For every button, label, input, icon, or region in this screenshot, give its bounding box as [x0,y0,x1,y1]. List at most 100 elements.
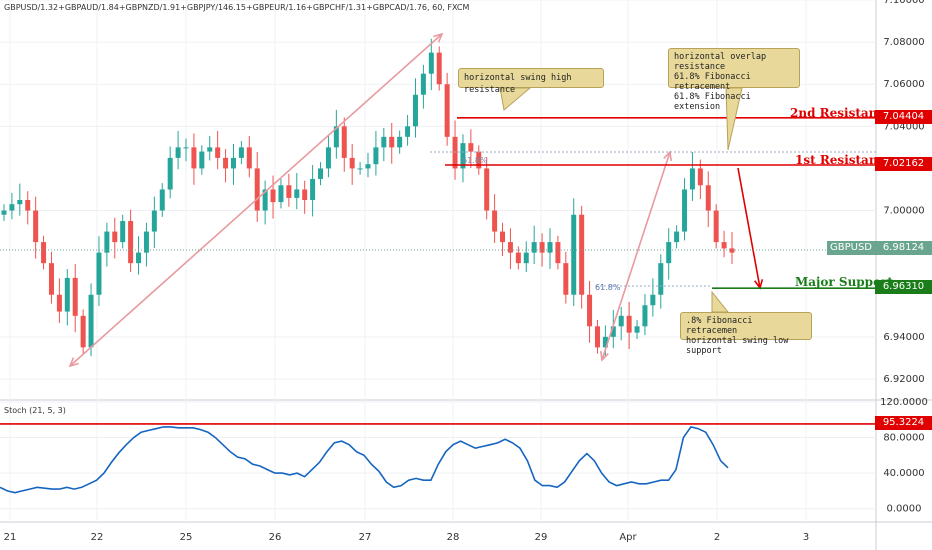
arrow-impulse-head [68,357,79,368]
candle-body [349,157,355,169]
candle-body [64,277,70,312]
candle-body [531,242,537,253]
x-tick-label: 29 [535,532,548,543]
candle-body [547,242,553,253]
candle-body [412,94,418,127]
candle-body [444,84,450,137]
candle-body [587,294,593,327]
annotation-overlap-resistance: horizontal overlap resistance 61.8% Fibo… [668,48,800,112]
level-label-major-support: Major Support [795,275,893,289]
y-tick-label: 6.94000 [883,332,924,343]
candle-body [104,231,110,253]
y-tick-label: 7.08000 [883,37,924,48]
candle-body [254,168,260,211]
candle-body [405,126,411,137]
candle-body [428,52,434,74]
candle-body [294,189,300,198]
arrow-impulse-head [433,32,444,43]
candle-body [167,157,173,190]
y-tick-label: 7.04000 [883,121,924,132]
arrow-retrace-head [600,350,609,362]
candle-body [420,73,426,95]
candle-body [381,136,387,148]
candle-body [207,147,213,152]
y-tick-label: 7.10000 [883,0,924,6]
candle-body [507,242,513,253]
x-tick-label: 3 [803,532,809,543]
arrow-impulse [69,33,443,367]
annotation-swing-high: horizontal swing high resistance [458,68,604,95]
callout-pointer-swing-low [711,290,730,313]
candle-body [128,221,134,264]
x-tick-label: 25 [180,532,193,543]
candle-body [555,242,561,264]
stoch-tick-label: 0.0000 [887,504,922,515]
candle-body [357,168,363,170]
candle-body [41,242,47,264]
candle-body [175,147,181,158]
candle-body [666,242,672,264]
candle-body [397,136,403,148]
candle-body [626,315,632,333]
level-label-2nd-resistance: 2nd Resistance [790,106,893,120]
candle-body [143,231,149,253]
candle-body [302,189,308,200]
candle-body [278,185,284,203]
candle-body [436,52,442,85]
x-tick-label: 21 [4,532,17,543]
candle-body [223,157,229,169]
candle-body [96,252,102,295]
fib-label-upper: 61.8% [462,156,488,165]
candle-body [310,178,316,200]
badge-1st-resistance: 7.02162 [875,157,932,171]
stoch-tick-label: 120.0000 [880,397,928,408]
candle-body [500,231,506,243]
candle-body [563,263,569,295]
candle-body [80,315,86,348]
candle-body [333,126,339,148]
x-tick-label: 22 [91,532,104,543]
callout-pointer-overlap [725,87,743,151]
stoch-title: Stoch (21, 5, 3) [4,406,66,415]
callout-pointer-swing-high [499,87,532,111]
candle-body [389,136,395,148]
candle-body [25,200,31,211]
badge-stoch-level: 95.3224 [875,416,932,430]
badge-price-name: GBPUSD [827,241,875,255]
stoch-line [0,425,729,494]
candle-body [191,147,197,169]
candle-body [610,326,616,337]
candle-body [17,200,23,205]
candle-body [215,147,221,158]
candle-body [341,126,347,158]
candle-body [721,242,727,249]
candle-body [262,189,268,211]
candle-body [9,204,15,211]
x-tick-label: 27 [359,532,372,543]
candle-body [136,252,142,264]
chart-header: GBPUSD/1.32+GBPAUD/1.84+GBPNZD/1.91+GBPJ… [4,3,470,12]
x-tick-label: 26 [269,532,282,543]
candle-body [674,231,680,243]
stoch-tick-label: 80.0000 [883,433,924,444]
candle-body [325,147,331,169]
candle-body [618,315,624,327]
candle-body [705,185,711,211]
candle-body [729,248,735,253]
x-tick-label: Apr [619,532,637,543]
candle-body [238,147,244,158]
candle-body [246,147,252,169]
candle-body [642,305,648,327]
stoch-tick-label: 40.0000 [883,468,924,479]
y-tick-label: 7.00000 [883,206,924,217]
y-tick-label: 6.92000 [883,374,924,385]
candle-body [1,210,7,215]
candle-body [523,252,529,264]
candle-body [452,136,458,169]
badge-2nd-resistance: 7.04404 [875,110,932,124]
x-tick-label: 2 [714,532,720,543]
annotation-swing-low: .8% Fibonacci retracemen horizontal swin… [680,312,812,356]
candle-body [634,326,640,333]
candle-body [484,168,490,211]
candle-body [468,143,474,152]
